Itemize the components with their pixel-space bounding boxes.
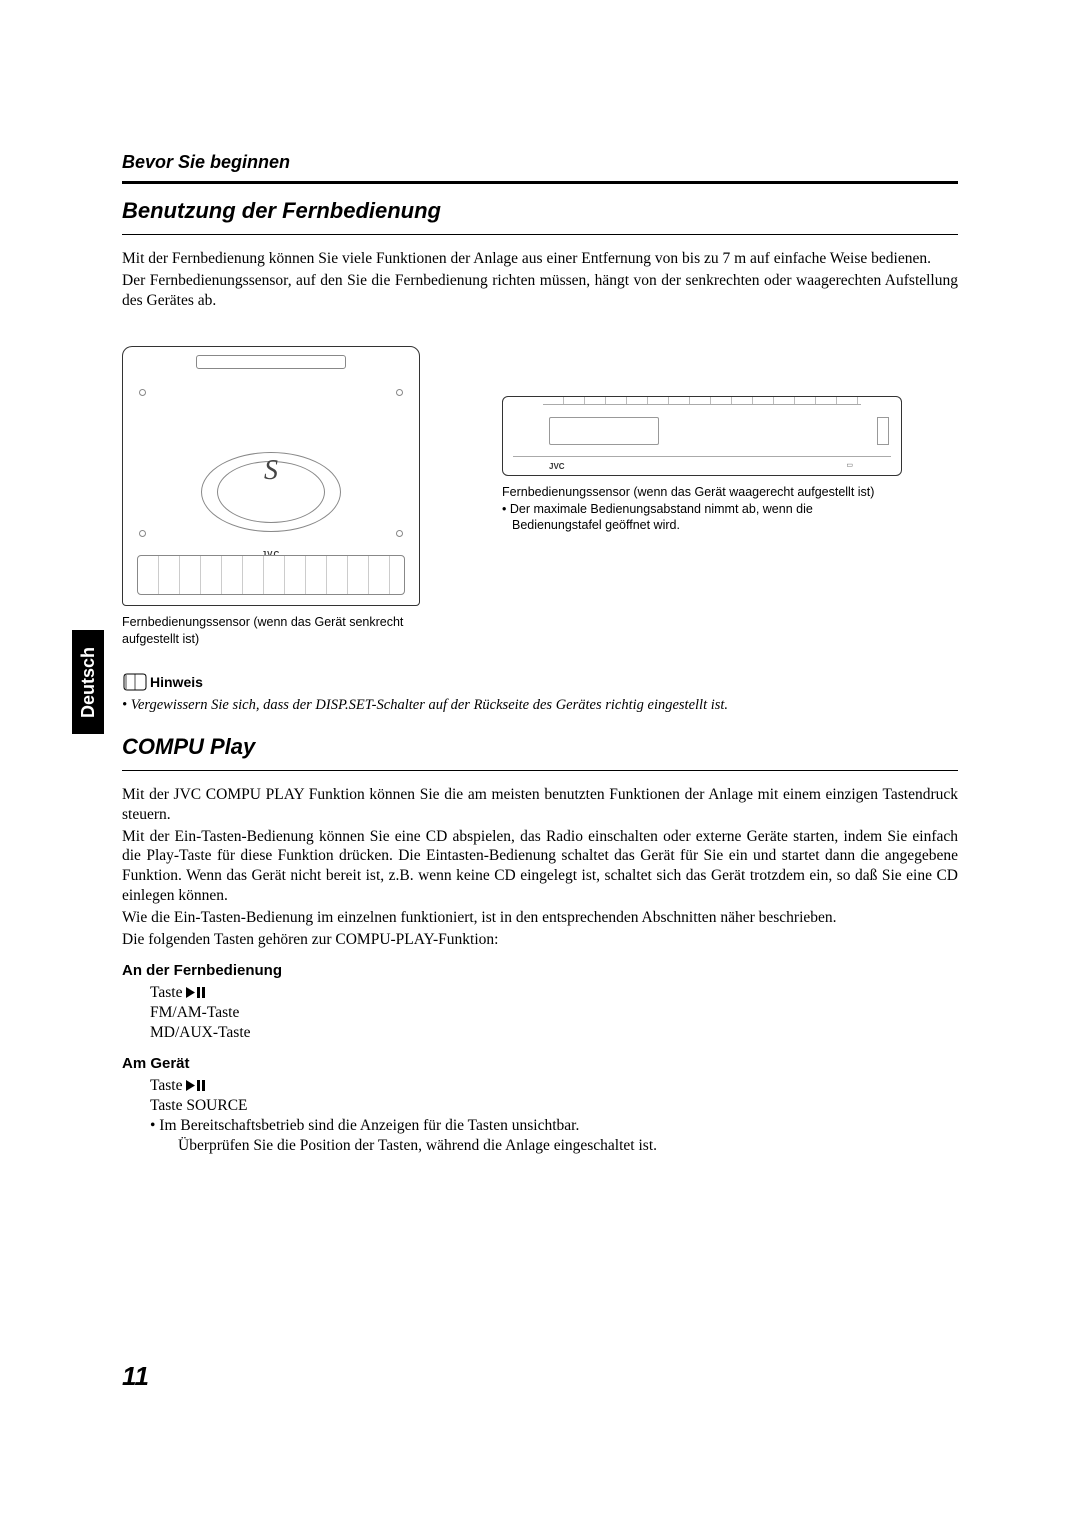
- heading-remote-usage: Benutzung der Fernbedienung: [122, 198, 958, 224]
- s1-para2: Der Fernbedienungssensor, auf den Sie di…: [122, 271, 958, 311]
- divider-thin-2: [122, 770, 958, 771]
- hinweis-text: • Vergewissern Sie sich, dass der DISP.S…: [122, 697, 958, 714]
- device-horizontal-illustration: JVC ▭: [502, 396, 902, 476]
- figure-horizontal: JVC ▭ Fernbedienungssensor (wenn das Ger…: [502, 346, 902, 533]
- figure-vertical: S JVC Fernbedienungssensor (wenn das Ger…: [122, 346, 422, 647]
- remote-item-taste-prefix: Taste: [150, 984, 186, 1001]
- unit-bullet-2: Überprüfen Sie die Position der Tasten, …: [178, 1136, 958, 1156]
- unit-item-taste-prefix: Taste: [150, 1077, 186, 1094]
- unit-item-taste: Taste: [150, 1076, 958, 1096]
- page-number: 11: [122, 1361, 149, 1392]
- language-tab-label: Deutsch: [78, 646, 99, 717]
- language-tab: Deutsch: [72, 630, 104, 734]
- remote-item-taste: Taste: [150, 983, 958, 1003]
- hinweis-label-text: Hinweis: [150, 674, 203, 690]
- s2-para4: Die folgenden Tasten gehören zur COMPU-P…: [122, 930, 958, 950]
- fig2-caption-text: Fernbedienungssensor (wenn das Gerät waa…: [502, 485, 874, 499]
- divider-thick-1: [122, 181, 958, 184]
- play-pause-icon: [186, 987, 206, 998]
- remote-item-fmam: FM/AM-Taste: [150, 1003, 958, 1023]
- device-vertical-illustration: S JVC: [122, 346, 420, 606]
- fig2-bullet: • Der maximale Bedienungsabstand nimmt a…: [502, 501, 902, 534]
- hinweis-label: Hinweis: [122, 673, 958, 691]
- heading-compu-play: COMPU Play: [122, 734, 958, 760]
- s2-para2: Mit der Ein-Tasten-Bedienung können Sie …: [122, 827, 958, 906]
- s-mark: S: [264, 455, 278, 487]
- fig2-caption: Fernbedienungssensor (wenn das Gerät waa…: [502, 484, 902, 533]
- s2-para1: Mit der JVC COMPU PLAY Funktion können S…: [122, 785, 958, 825]
- jvc-label-2: JVC: [549, 462, 565, 471]
- figure-row: S JVC Fernbedienungssensor (wenn das Ger…: [122, 346, 958, 647]
- remote-heading: An der Fernbedienung: [122, 962, 958, 979]
- divider-thin-1: [122, 234, 958, 235]
- fig1-caption: Fernbedienungssensor (wenn das Gerät sen…: [122, 614, 422, 647]
- play-pause-icon: [186, 1080, 206, 1091]
- page-content: Bevor Sie beginnen Benutzung der Fernbed…: [122, 152, 958, 1157]
- fig2-bullet-text: Der maximale Bedienungsabstand nimmt ab,…: [510, 502, 813, 532]
- unit-item-source: Taste SOURCE: [150, 1096, 958, 1116]
- remote-item-mdaux: MD/AUX-Taste: [150, 1023, 958, 1043]
- note-icon: [122, 673, 148, 691]
- section-subhead: Bevor Sie beginnen: [122, 152, 958, 173]
- disc-icon: ▭: [846, 461, 853, 469]
- s2-para3: Wie die Ein-Tasten-Bedienung im einzelne…: [122, 908, 958, 928]
- unit-heading: Am Gerät: [122, 1055, 958, 1072]
- unit-bullet-1: • Im Bereitschaftsbetrieb sind die Anzei…: [150, 1116, 958, 1136]
- s1-para1: Mit der Fernbedienung können Sie viele F…: [122, 249, 958, 269]
